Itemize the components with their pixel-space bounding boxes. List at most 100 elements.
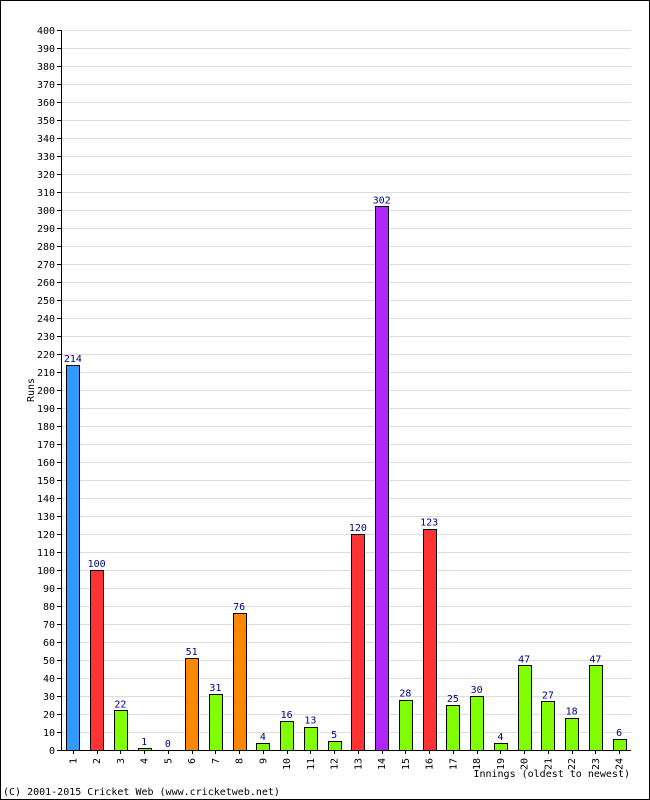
value-label: 1 bbox=[141, 737, 147, 748]
y-tick-label: 20 bbox=[43, 710, 55, 721]
y-tick-label: 120 bbox=[37, 530, 55, 541]
y-tick-label: 380 bbox=[37, 62, 55, 73]
y-tick-label: 110 bbox=[37, 548, 55, 559]
x-tick-label: 12 bbox=[330, 758, 341, 770]
y-tick-label: 370 bbox=[37, 80, 55, 91]
value-label: 120 bbox=[349, 523, 367, 534]
x-tick-label: 10 bbox=[282, 758, 293, 770]
x-tick-label: 1 bbox=[68, 758, 79, 764]
y-tick-label: 200 bbox=[37, 386, 55, 397]
x-tick-label: 3 bbox=[116, 758, 127, 764]
x-tick-label: 24 bbox=[615, 758, 626, 770]
value-label: 4 bbox=[497, 732, 503, 743]
x-axis-title: Innings (oldest to newest) bbox=[473, 769, 630, 780]
grid-lines bbox=[61, 30, 631, 733]
y-tick-label: 210 bbox=[37, 368, 55, 379]
y-tick-label: 310 bbox=[37, 188, 55, 199]
x-tick-label: 8 bbox=[235, 758, 246, 764]
y-tick-label: 220 bbox=[37, 350, 55, 361]
bar bbox=[114, 710, 128, 751]
x-tick-label: 5 bbox=[163, 758, 174, 764]
value-labels: 214 100 22 1 0 51 31 76 4 16 13 5 120 302 28 123 25 30 4 47… bbox=[64, 195, 622, 750]
y-tick-label: 170 bbox=[37, 440, 55, 451]
value-label: 302 bbox=[373, 195, 391, 206]
bar bbox=[613, 739, 627, 751]
x-tick-label: 19 bbox=[496, 758, 507, 770]
bar bbox=[399, 700, 413, 751]
value-label: 13 bbox=[304, 716, 316, 727]
y-tick-label: 320 bbox=[37, 170, 55, 181]
bar bbox=[328, 741, 342, 751]
value-label: 16 bbox=[281, 710, 293, 721]
x-tick-label: 17 bbox=[448, 758, 459, 770]
bars bbox=[66, 206, 627, 751]
y-tick-label: 30 bbox=[43, 692, 55, 703]
value-label: 6 bbox=[616, 728, 622, 739]
y-tick-label: 160 bbox=[37, 458, 55, 469]
value-label: 31 bbox=[209, 683, 221, 694]
x-tick-label: 7 bbox=[211, 758, 222, 764]
bar bbox=[518, 665, 532, 751]
x-tick-label: 14 bbox=[377, 758, 388, 770]
value-label: 25 bbox=[447, 694, 459, 705]
x-tick-label: 11 bbox=[306, 758, 317, 770]
y-tick-label: 60 bbox=[43, 638, 55, 649]
value-label: 28 bbox=[399, 689, 411, 700]
x-axis-ticks: 1 2 3 4 5 6 7 8 9 10 11 12 13 14 15 16 17 18 19 20 21 22 23 24 bbox=[68, 750, 626, 770]
bar bbox=[589, 665, 603, 751]
value-label: 27 bbox=[542, 690, 554, 701]
y-tick-label: 0 bbox=[49, 746, 55, 757]
y-axis-title: Runs bbox=[26, 378, 37, 402]
y-tick-label: 90 bbox=[43, 584, 55, 595]
x-tick-label: 23 bbox=[591, 758, 602, 770]
value-label: 51 bbox=[186, 647, 198, 658]
y-tick-label: 140 bbox=[37, 494, 55, 505]
value-label: 47 bbox=[589, 654, 601, 665]
bar bbox=[446, 705, 460, 751]
value-label: 0 bbox=[165, 739, 171, 750]
y-tick-label: 400 bbox=[37, 26, 55, 37]
y-tick-label: 10 bbox=[43, 728, 55, 739]
y-tick-label: 280 bbox=[37, 242, 55, 253]
y-tick-label: 230 bbox=[37, 332, 55, 343]
x-tick-label: 16 bbox=[425, 758, 436, 770]
bar bbox=[375, 206, 389, 751]
y-tick-label: 70 bbox=[43, 620, 55, 631]
y-tick-label: 260 bbox=[37, 278, 55, 289]
y-tick-label: 180 bbox=[37, 422, 55, 433]
y-tick-label: 50 bbox=[43, 656, 55, 667]
x-tick-label: 13 bbox=[353, 758, 364, 770]
bar bbox=[423, 529, 437, 751]
y-tick-label: 80 bbox=[43, 602, 55, 613]
value-label: 30 bbox=[471, 685, 483, 696]
bar bbox=[351, 534, 365, 751]
y-tick-label: 330 bbox=[37, 152, 55, 163]
bar bbox=[66, 365, 80, 751]
value-label: 100 bbox=[88, 559, 106, 570]
y-tick-label: 360 bbox=[37, 98, 55, 109]
y-tick-label: 340 bbox=[37, 134, 55, 145]
y-tick-label: 300 bbox=[37, 206, 55, 217]
bar bbox=[90, 570, 104, 751]
value-label: 4 bbox=[260, 732, 266, 743]
value-label: 214 bbox=[64, 354, 82, 365]
y-tick-label: 130 bbox=[37, 512, 55, 523]
x-tick-label: 2 bbox=[92, 758, 103, 764]
y-tick-label: 350 bbox=[37, 116, 55, 127]
bar bbox=[280, 721, 294, 751]
x-tick-label: 22 bbox=[567, 758, 578, 770]
x-tick-label: 20 bbox=[520, 758, 531, 770]
y-tick-label: 250 bbox=[37, 296, 55, 307]
bar bbox=[256, 743, 270, 751]
x-tick-label: 6 bbox=[187, 758, 198, 764]
x-tick-label: 21 bbox=[543, 758, 554, 770]
y-tick-label: 290 bbox=[37, 224, 55, 235]
y-tick-label: 240 bbox=[37, 314, 55, 325]
copyright-text: (C) 2001-2015 Cricket Web (www.cricketwe… bbox=[3, 787, 280, 798]
y-tick-label: 190 bbox=[37, 404, 55, 415]
y-axis-ticks: 0 10 20 30 40 50 60 70 80 90 100 110 120 130 140 150 160… bbox=[37, 26, 61, 757]
y-tick-label: 150 bbox=[37, 476, 55, 487]
bar bbox=[494, 743, 508, 751]
